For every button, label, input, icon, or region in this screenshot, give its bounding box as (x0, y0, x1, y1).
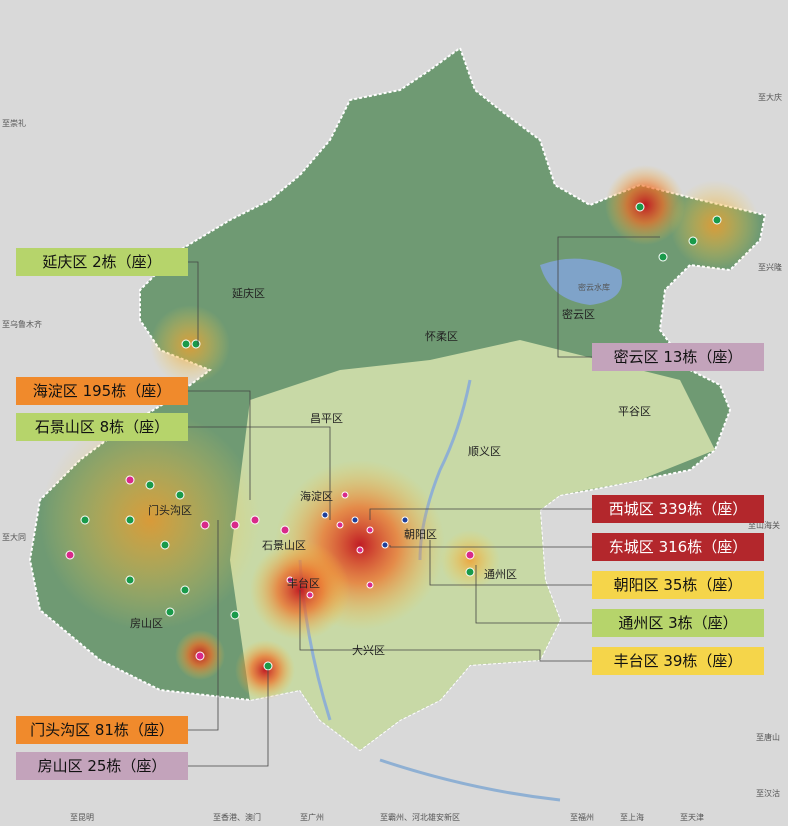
edge-label: 至上海 (620, 812, 644, 822)
water-label: 密云水库 (578, 282, 610, 292)
edge-label: 至山海关 (748, 520, 780, 530)
district-label: 昌平区 (310, 412, 343, 425)
callout: 石景山区 8栋（座） (16, 413, 188, 441)
heat-spot (670, 180, 760, 270)
district-label: 海淀区 (300, 489, 333, 503)
callout: 西城区 339栋（座） (592, 495, 764, 523)
callout: 丰台区 39栋（座） (592, 647, 764, 675)
district-label: 密云区 (562, 307, 595, 321)
building-points (65, 202, 722, 671)
reservoir (540, 258, 622, 305)
edge-label: 至香港、澳门 (213, 812, 261, 822)
edge-label: 至崇礼 (2, 118, 26, 128)
callout: 通州区 3栋（座） (592, 609, 764, 637)
edge-label: 至霸州、河北雄安新区 (380, 812, 460, 822)
edge-label: 至唐山 (756, 732, 780, 742)
district-label: 门头沟区 (148, 503, 192, 517)
callout: 密云区 13栋（座） (592, 343, 764, 371)
district-label: 延庆区 (232, 286, 265, 300)
district-label: 大兴区 (352, 643, 385, 657)
district-label: 朝阳区 (404, 528, 437, 541)
district-label: 平谷区 (618, 405, 651, 418)
heat-spot (605, 165, 685, 245)
district-label: 顺义区 (468, 445, 501, 458)
edge-label: 至昆明 (70, 813, 94, 822)
district-label: 通州区 (484, 568, 517, 581)
heat-spot (40, 410, 260, 630)
heat-spot (440, 530, 500, 590)
callout: 房山区 25栋（座） (16, 752, 188, 780)
heat-spot (235, 640, 295, 700)
edge-label: 至汉沽 (756, 788, 780, 798)
district-label: 石景山区 (262, 539, 306, 552)
callout: 海淀区 195栋（座） (16, 377, 188, 405)
leader-lines (188, 236, 660, 767)
callout: 延庆区 2栋（座） (16, 248, 188, 276)
district-label: 怀柔区 (425, 330, 458, 343)
callout: 东城区 316栋（座） (592, 533, 764, 561)
callout: 门头沟区 81栋（座） (16, 716, 188, 744)
edge-label: 至兴隆 (758, 262, 782, 272)
edge-label: 至大同 (2, 532, 26, 542)
callout: 朝阳区 35栋（座） (592, 571, 764, 599)
edge-label: 至天津 (680, 812, 704, 822)
edge-label: 至大庆 (758, 92, 782, 102)
district-label: 丰台区 (287, 576, 320, 590)
edge-label: 至福州 (570, 813, 594, 822)
edge-label: 至广州 (300, 812, 324, 822)
district-label: 房山区 (130, 617, 163, 630)
edge-label: 至乌鲁木齐 (2, 319, 42, 329)
